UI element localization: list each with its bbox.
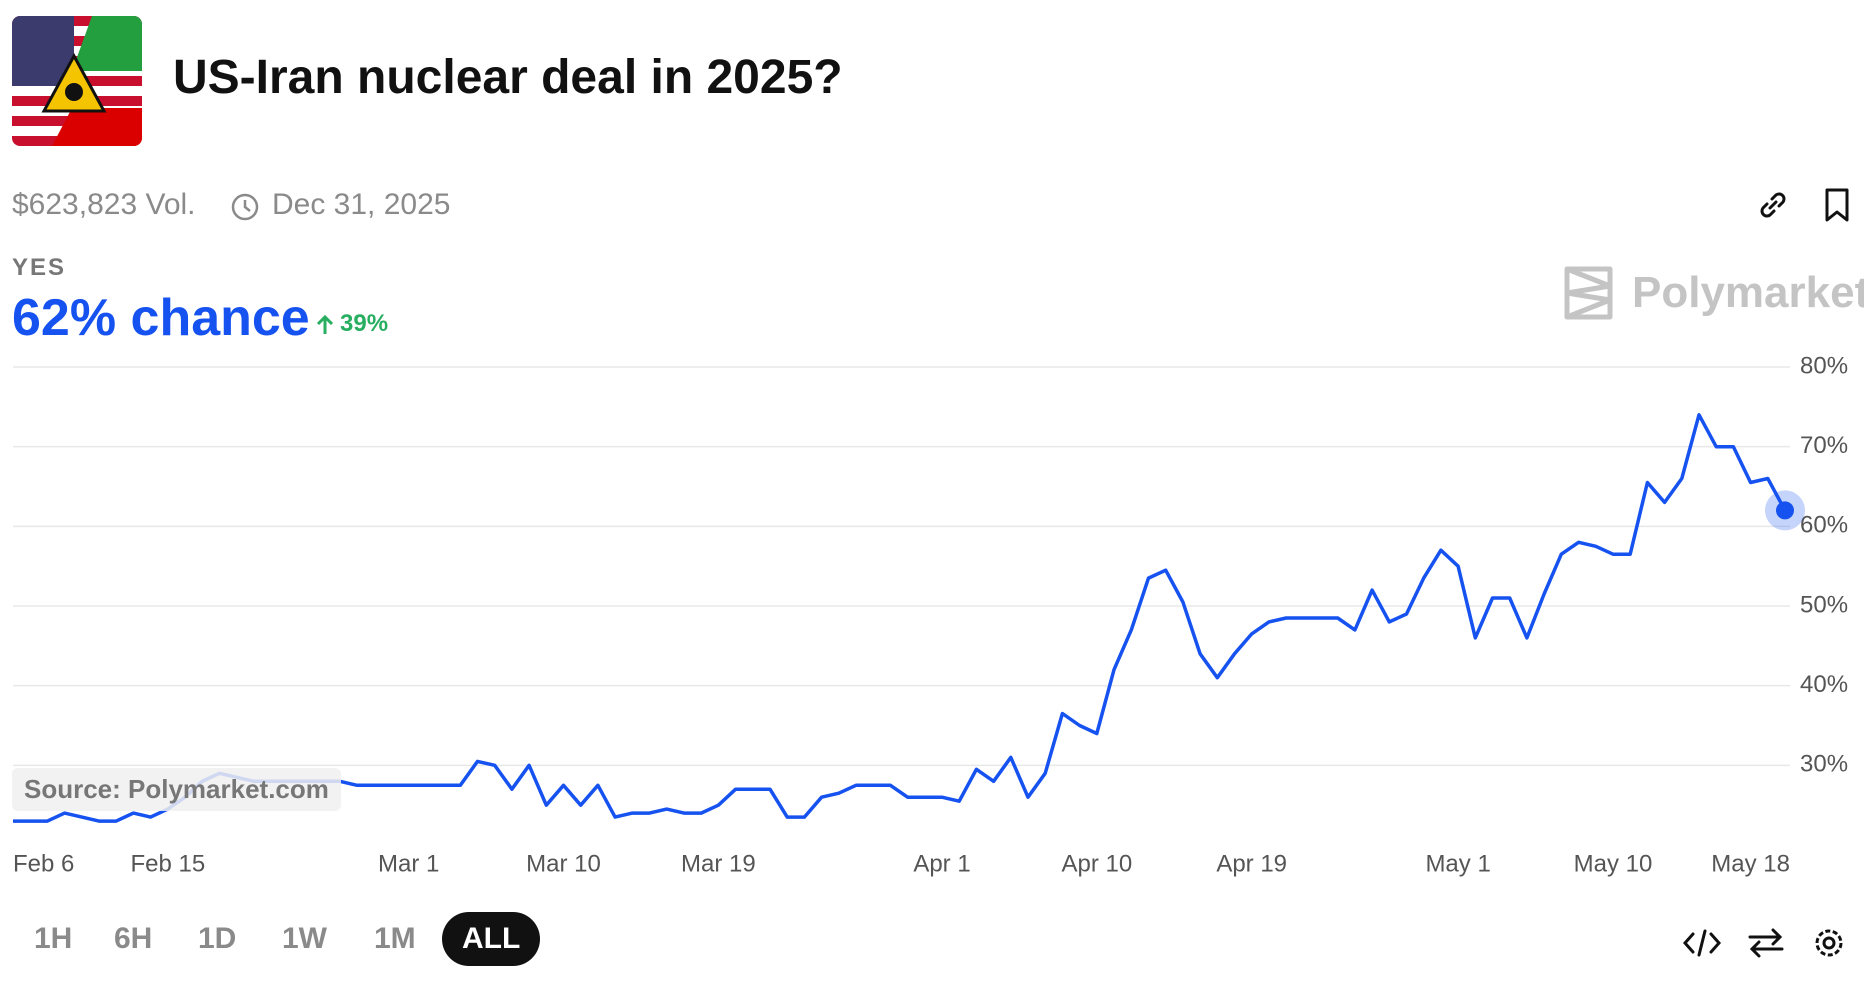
volume: $623,823 Vol. xyxy=(12,188,196,221)
range-button[interactable]: 1H xyxy=(34,922,73,955)
y-tick-label: 70% xyxy=(1800,432,1848,459)
x-tick-label: Apr 10 xyxy=(1061,850,1132,877)
current-point xyxy=(1776,501,1794,520)
x-tick-label: Feb 15 xyxy=(130,850,205,877)
range-button[interactable]: 6H xyxy=(114,922,153,955)
link-button[interactable] xyxy=(1756,188,1790,222)
bookmark-button[interactable] xyxy=(1820,186,1854,224)
y-tick-label: 80% xyxy=(1800,352,1848,379)
range-button[interactable]: ALL xyxy=(442,912,541,966)
market-title: US-Iran nuclear deal in 2025? xyxy=(173,51,843,104)
outcome-label: YES xyxy=(12,254,67,281)
x-tick-label: Mar 10 xyxy=(526,850,601,877)
range-button[interactable]: 1D xyxy=(198,922,237,955)
y-tick-label: 60% xyxy=(1800,512,1848,539)
x-tick-label: May 10 xyxy=(1574,850,1653,877)
range-button[interactable]: 1M xyxy=(374,922,416,955)
x-tick-label: May 1 xyxy=(1425,850,1490,877)
x-tick-label: Mar 19 xyxy=(681,850,756,877)
x-tick-label: May 18 xyxy=(1711,850,1790,877)
price-line xyxy=(13,413,1787,823)
settings-button[interactable] xyxy=(1810,924,1848,962)
swap-button[interactable] xyxy=(1746,926,1786,960)
end-date: Dec 31, 2025 xyxy=(272,188,451,221)
x-tick-label: Mar 1 xyxy=(378,850,439,877)
y-tick-label: 50% xyxy=(1800,591,1848,618)
y-tick-label: 40% xyxy=(1800,671,1848,698)
x-tick-label: Apr 1 xyxy=(913,850,970,877)
chart: 30% 40% 50% 60% 70% 80% Feb 6 Feb 15 Mar 1 Mar 10… xyxy=(13,352,1848,877)
source-label: Source: Polymarket.com xyxy=(12,768,341,811)
market-icon xyxy=(12,16,142,146)
x-tick-label: Feb 6 xyxy=(13,850,74,877)
change: 39% xyxy=(340,310,389,337)
range-button[interactable]: 1W xyxy=(282,922,327,955)
up-arrow xyxy=(316,314,334,334)
y-tick-label: 30% xyxy=(1800,751,1848,778)
clock-icon xyxy=(231,193,259,221)
brand-logo xyxy=(1564,266,1613,320)
chance: 62% chance xyxy=(12,289,310,347)
brand: Polymarket xyxy=(1632,268,1864,317)
embed-button[interactable] xyxy=(1682,926,1722,960)
x-tick-label: Apr 19 xyxy=(1216,850,1287,877)
